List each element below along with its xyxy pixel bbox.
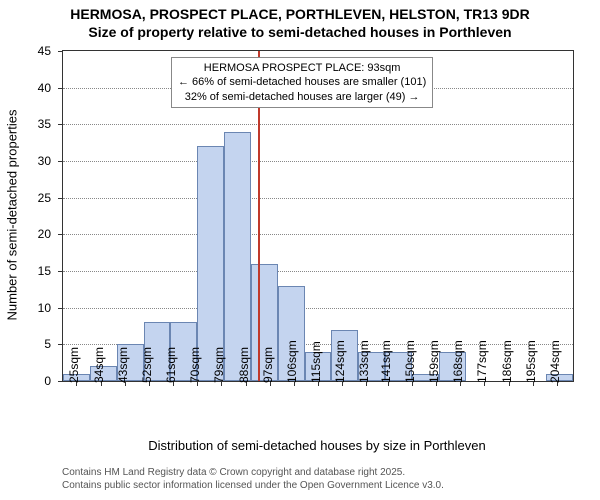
y-tick: 15 bbox=[38, 264, 63, 278]
x-tick: 25sqm bbox=[67, 347, 81, 387]
footer-attribution: Contains HM Land Registry data © Crown c… bbox=[62, 466, 444, 492]
x-tick: 115sqm bbox=[309, 341, 323, 387]
x-tick: 133sqm bbox=[357, 340, 371, 387]
annotation-box: HERMOSA PROSPECT PLACE: 93sqm← 66% of se… bbox=[171, 57, 433, 108]
x-tick: 204sqm bbox=[548, 340, 562, 387]
x-tick: 150sqm bbox=[403, 340, 417, 387]
y-tick: 40 bbox=[38, 81, 63, 95]
footer-line-2: Contains public sector information licen… bbox=[62, 479, 444, 492]
x-tick: 79sqm bbox=[212, 347, 226, 387]
y-tick: 0 bbox=[44, 374, 63, 388]
title-line-1: HERMOSA, PROSPECT PLACE, PORTHLEVEN, HEL… bbox=[0, 6, 600, 24]
x-tick: 70sqm bbox=[188, 347, 202, 387]
histogram-bar bbox=[197, 146, 224, 381]
gridline bbox=[63, 234, 573, 235]
x-tick: 106sqm bbox=[285, 340, 299, 387]
x-tick: 177sqm bbox=[475, 340, 489, 387]
x-tick: 34sqm bbox=[92, 347, 106, 387]
gridline bbox=[63, 198, 573, 199]
gridline bbox=[63, 308, 573, 309]
y-tick: 30 bbox=[38, 154, 63, 168]
annotation-line: ← 66% of semi-detached houses are smalle… bbox=[178, 75, 426, 89]
title-line-2: Size of property relative to semi-detach… bbox=[0, 24, 600, 42]
y-tick: 10 bbox=[38, 301, 63, 315]
gridline bbox=[63, 271, 573, 272]
x-tick: 88sqm bbox=[237, 347, 251, 387]
gridline bbox=[63, 161, 573, 162]
y-axis-label: Number of semi-detached properties bbox=[5, 110, 20, 321]
y-tick: 25 bbox=[38, 191, 63, 205]
x-tick: 141sqm bbox=[379, 340, 393, 387]
x-tick: 97sqm bbox=[261, 347, 275, 387]
x-tick: 124sqm bbox=[333, 340, 347, 387]
y-tick: 20 bbox=[38, 227, 63, 241]
annotation-line: 32% of semi-detached houses are larger (… bbox=[178, 90, 426, 104]
plot-area: 05101520253035404525sqm34sqm43sqm52sqm61… bbox=[62, 50, 574, 382]
gridline bbox=[63, 124, 573, 125]
x-tick: 159sqm bbox=[427, 340, 441, 387]
x-tick: 168sqm bbox=[451, 340, 465, 387]
histogram-bar bbox=[224, 132, 251, 381]
y-tick: 5 bbox=[44, 337, 63, 351]
y-tick: 45 bbox=[38, 44, 63, 58]
x-axis-label: Distribution of semi-detached houses by … bbox=[62, 438, 572, 453]
x-tick: 52sqm bbox=[140, 347, 154, 387]
x-tick: 195sqm bbox=[524, 340, 538, 387]
chart-title-block: HERMOSA, PROSPECT PLACE, PORTHLEVEN, HEL… bbox=[0, 0, 600, 41]
x-tick: 61sqm bbox=[164, 347, 178, 387]
annotation-line: HERMOSA PROSPECT PLACE: 93sqm bbox=[178, 61, 426, 75]
y-tick: 35 bbox=[38, 117, 63, 131]
x-tick: 43sqm bbox=[116, 347, 130, 387]
x-tick: 186sqm bbox=[500, 340, 514, 387]
footer-line-1: Contains HM Land Registry data © Crown c… bbox=[62, 466, 444, 479]
